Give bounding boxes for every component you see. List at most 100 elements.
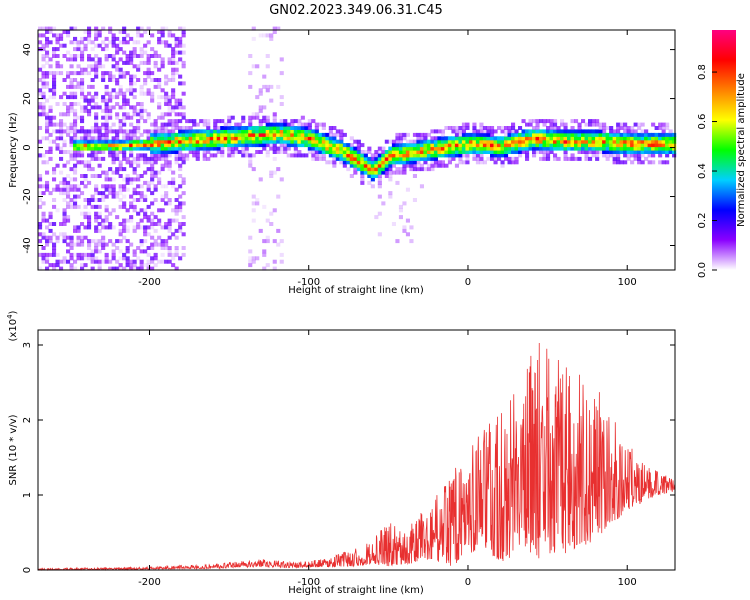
spectrogram-cell [143,239,148,244]
spectrogram-cell [651,143,656,148]
spectrogram-cell [314,139,319,144]
spectrogram-cell [83,184,88,189]
spectrogram-cell [283,132,288,137]
spectrogram-cell [90,153,95,158]
spectrogram-cell [325,143,330,148]
spectrogram-cell [626,129,631,134]
spectrogram-cell [97,239,102,244]
spectrogram-cell [500,143,505,148]
spectrogram-cell [160,30,165,34]
spectrogram-cell [493,160,498,165]
spectrogram-cell [157,242,162,247]
spectrogram-cell [658,132,663,137]
spectrogram-cell [318,122,323,127]
spectrogram-cell [360,174,365,178]
spectrogram-cell [160,163,165,168]
spectrogram-cell [87,167,92,172]
spectrogram-cell [80,40,85,45]
spectrogram-cell [108,177,113,182]
spectrogram-cell [87,246,92,250]
spectrogram-cell [59,36,64,41]
spectrogram-cell [633,129,638,134]
spectrogram-cell [87,40,92,45]
spectrogram-cell [195,150,200,154]
spectrogram-cell [174,146,179,151]
spectrogram-cell [518,143,523,148]
spectrogram-cell [511,122,516,127]
spectrogram-cell [150,211,155,216]
spectrogram-cell [630,153,635,158]
spectrogram-cell [265,64,270,69]
colorbar-tick-label: 0.6 [697,114,708,130]
spectrogram-cell [139,26,144,31]
spectrogram-cell [335,143,340,148]
spectrogram-cell [440,136,445,141]
spectrogram-cell [125,129,130,134]
spectrogram-cell [269,132,274,137]
spectrogram-cell [160,198,165,202]
spectrogram-cell [647,160,652,165]
spectrogram-cell [160,143,165,148]
spectrogram-cell [104,112,109,117]
spectrogram-cell [104,259,109,264]
spectrogram-y-label: Frequency (Hz) [8,112,19,188]
spectrogram-cell [104,91,109,96]
spectrogram-cell [279,132,284,137]
spectrogram-cell [94,198,99,202]
spectrogram-cell [69,153,74,158]
spectrogram-cell [272,143,277,148]
spectrogram-cell [630,129,635,134]
spectrogram-cell [192,150,197,154]
spectrogram-cell [104,119,109,124]
spectrogram-cell [374,150,379,154]
spectrogram-cell [171,252,176,257]
spectrogram-x-ticks: -200 -100 0 100 [138,30,637,288]
spectrogram-cell [258,129,263,134]
spectrogram-cell [560,136,565,141]
spectrogram-cell [665,143,670,148]
spectrogram-cell [563,150,568,154]
spectrogram-cell [377,174,382,178]
spectrogram-cell [279,146,284,151]
spectrogram-cell [178,50,183,55]
spectrogram-cell [108,211,113,216]
spectrogram-cell [174,132,179,137]
spectrogram-cell [132,204,137,209]
spectrogram-cell [500,163,505,168]
spectrogram-cell [73,91,78,96]
spectrogram-cell [290,136,295,141]
spectrogram-cell [143,232,148,237]
spectrogram-cell [181,81,186,86]
spectrogram-cell [143,146,148,151]
spectrogram-cell [514,150,519,154]
spectrogram-cell [553,119,558,124]
spectrogram-cell [248,71,253,76]
spectrogram-cell [167,60,172,65]
spectrogram-cell [370,160,375,165]
spectrogram-cell [139,153,144,158]
spectrogram-cell [41,91,46,96]
spectrogram-cell [90,146,95,151]
spectrogram-cell [584,132,589,137]
spectrogram-cell [307,146,312,151]
spectrogram-cell [69,246,74,250]
spectrogram-cell [59,43,64,48]
spectrogram-cell [38,33,43,38]
spectrogram-cell [546,146,551,151]
spectrogram-cell [80,67,85,72]
spectrogram-cell [55,40,60,45]
spectrogram-cell [181,126,186,130]
spectrogram-cell [171,108,176,113]
spectrogram-cell [433,163,438,168]
spectrogram-cell [255,95,260,100]
spectrogram-cell [181,33,186,38]
spectrogram-cell [206,136,211,141]
spectrogram-cell [136,67,141,72]
spectrogram-cell [206,119,211,124]
spectrogram-cell [412,139,417,144]
spectrogram-cell [220,119,225,124]
spectrogram-cell [164,246,169,250]
spectrogram-cell [672,143,677,148]
spectrogram-cell [525,136,530,141]
spectrogram-cell [87,33,92,38]
